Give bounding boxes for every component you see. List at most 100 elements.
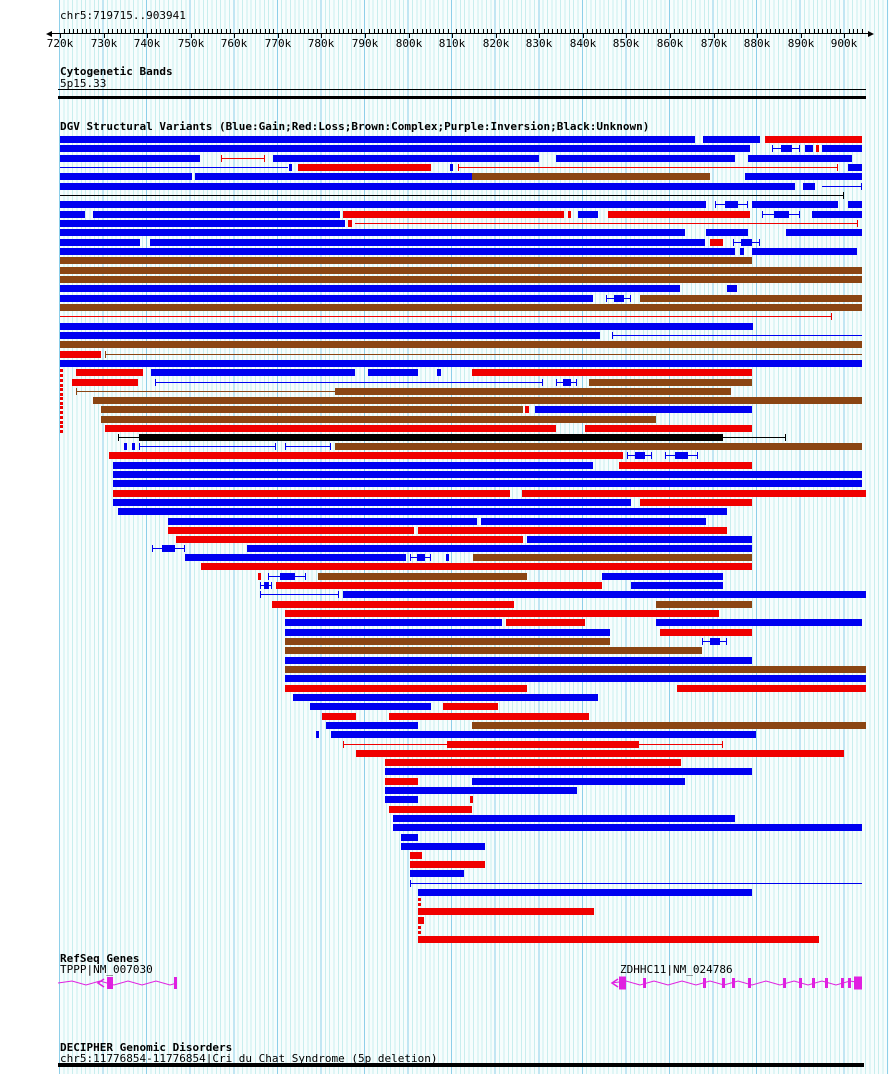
variant-line-left-tick[interactable] [410, 883, 862, 884]
variant-bar[interactable] [335, 443, 862, 450]
variant-bar[interactable] [745, 173, 862, 180]
variant-bar[interactable] [848, 164, 862, 171]
variant-bar[interactable] [418, 936, 819, 943]
variant-bar[interactable] [105, 425, 556, 432]
cytoband-label[interactable]: 5p15.33 [60, 77, 107, 90]
gene-exon-block[interactable] [732, 978, 735, 988]
variant-tick[interactable] [316, 731, 319, 738]
variant-bar[interactable] [60, 267, 862, 274]
variant-tick[interactable] [446, 554, 449, 561]
variant-errorbar[interactable] [458, 167, 838, 168]
variant-bar[interactable] [343, 211, 564, 218]
variant-bar[interactable] [368, 369, 418, 376]
variant-bar[interactable] [812, 211, 862, 218]
variant-bar[interactable] [640, 295, 862, 302]
gene-exon-block[interactable] [783, 978, 786, 988]
variant-bar[interactable] [118, 508, 727, 515]
variant-bar[interactable] [60, 323, 753, 330]
variant-bar[interactable] [195, 173, 472, 180]
gene-intron-line[interactable] [611, 980, 863, 986]
variant-bar[interactable] [60, 145, 750, 152]
variant-tick[interactable] [289, 164, 292, 171]
variant-errorbar[interactable] [260, 594, 339, 595]
variant-tick[interactable] [740, 248, 744, 255]
variant-bar[interactable] [60, 285, 680, 292]
variant-bar[interactable] [285, 675, 866, 682]
variant-errorbar[interactable] [155, 382, 543, 383]
gene-exon-block[interactable] [174, 977, 177, 989]
variant-bar[interactable] [298, 164, 431, 171]
variant-bar[interactable] [619, 462, 752, 469]
variant-bar[interactable] [60, 341, 862, 348]
gene-exon-block[interactable] [825, 978, 828, 988]
variant-bar[interactable] [293, 694, 598, 701]
variant-bar[interactable] [60, 295, 593, 302]
variant-bar[interactable] [60, 257, 752, 264]
variant-tick[interactable] [568, 211, 571, 218]
variant-bar[interactable] [276, 582, 602, 589]
variant-bar[interactable] [556, 155, 735, 162]
gene-exon-block[interactable] [619, 976, 626, 990]
variant-bar[interactable] [848, 201, 862, 208]
variant-bar[interactable] [113, 462, 593, 469]
variant-bar[interactable] [805, 145, 813, 152]
variant-bar[interactable] [151, 369, 355, 376]
gene-intron-line[interactable] [57, 980, 178, 986]
variant-bar[interactable] [318, 573, 527, 580]
variant-line-left-tick[interactable] [105, 354, 862, 355]
variant-bar[interactable] [168, 518, 477, 525]
variant-bar[interactable] [418, 889, 752, 896]
gene-exon-block[interactable] [107, 977, 113, 989]
variant-bar[interactable] [631, 582, 723, 589]
variant-bar[interactable] [285, 647, 702, 654]
variant-bar[interactable] [139, 434, 723, 441]
variant-bar[interactable] [385, 778, 418, 785]
gene-exon-block[interactable] [703, 978, 706, 988]
variant-bar[interactable] [60, 136, 695, 143]
variant-bar[interactable] [656, 601, 752, 608]
variant-bar[interactable] [727, 285, 737, 292]
variant-bar[interactable] [60, 220, 345, 227]
variant-bar[interactable] [310, 703, 431, 710]
variant-bar[interactable] [506, 619, 585, 626]
variant-line[interactable] [60, 167, 288, 168]
variant-bar[interactable] [60, 229, 685, 236]
decipher-region-bar[interactable] [58, 1063, 864, 1067]
variant-bar[interactable] [60, 239, 140, 246]
variant-bar[interactable] [247, 545, 752, 552]
variant-bar[interactable] [803, 183, 815, 190]
variant-bar[interactable] [201, 563, 752, 570]
variant-bar[interactable] [748, 155, 852, 162]
variant-tick[interactable] [470, 796, 473, 803]
variant-bar[interactable] [335, 388, 731, 395]
variant-bar[interactable] [578, 211, 598, 218]
variant-tick[interactable] [525, 406, 529, 413]
variant-bar[interactable] [285, 685, 527, 692]
variant-bar[interactable] [418, 908, 594, 915]
variant-bar[interactable] [168, 527, 414, 534]
variant-bar[interactable] [101, 406, 523, 413]
variant-bar[interactable] [273, 155, 539, 162]
variant-line-right-tick[interactable] [60, 195, 844, 196]
variant-errorbar[interactable] [139, 446, 276, 447]
gene-exon-block[interactable] [812, 978, 815, 988]
variant-bar[interactable] [113, 499, 631, 506]
variant-bar[interactable] [585, 425, 752, 432]
variant-bar[interactable] [472, 722, 866, 729]
gene-exon-block[interactable] [799, 978, 802, 988]
variant-bar[interactable] [93, 211, 340, 218]
variant-bar[interactable] [285, 629, 610, 636]
variant-tick[interactable] [418, 917, 424, 924]
variant-bar[interactable] [752, 248, 857, 255]
variant-bar[interactable] [285, 619, 502, 626]
variant-bar[interactable] [410, 861, 485, 868]
variant-bar[interactable] [527, 536, 752, 543]
variant-tick[interactable] [124, 443, 127, 450]
variant-bar[interactable] [443, 703, 498, 710]
variant-bar[interactable] [410, 852, 422, 859]
variant-bar[interactable] [285, 638, 610, 645]
variant-bar[interactable] [76, 369, 143, 376]
variant-bar[interactable] [703, 136, 760, 143]
variant-bar[interactable] [608, 211, 750, 218]
